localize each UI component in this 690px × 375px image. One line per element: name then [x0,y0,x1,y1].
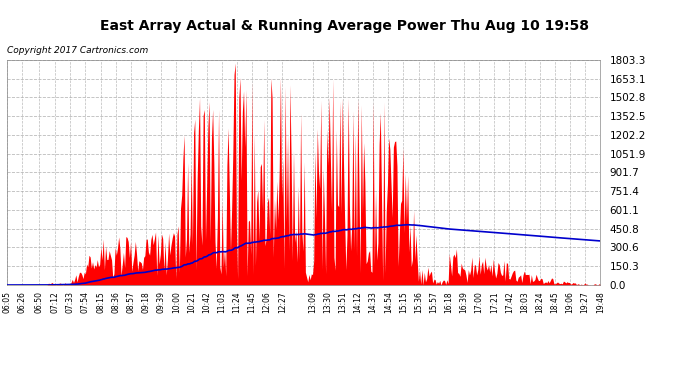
Text: East Array  (DC Watts): East Array (DC Watts) [551,44,657,52]
Text: Average  (DC Watts): Average (DC Watts) [404,44,500,52]
Text: Copyright 2017 Cartronics.com: Copyright 2017 Cartronics.com [7,46,148,55]
Text: East Array Actual & Running Average Power Thu Aug 10 19:58: East Array Actual & Running Average Powe… [101,19,589,33]
